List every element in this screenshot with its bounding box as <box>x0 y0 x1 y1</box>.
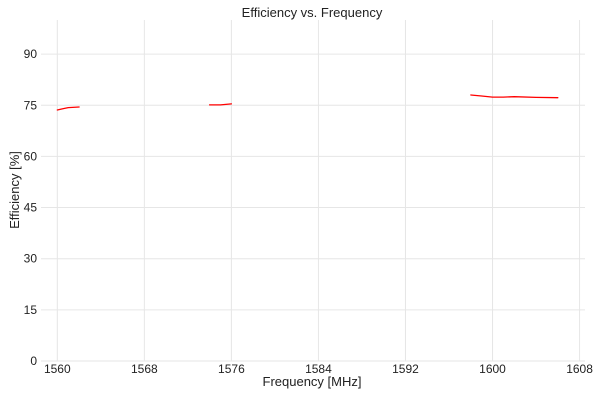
y-tick-label-3: 45 <box>24 201 38 215</box>
series-0-segment-1 <box>208 103 233 106</box>
y-tick-label-4: 60 <box>24 149 38 163</box>
x-tick-label-2: 1576 <box>218 362 245 376</box>
y-tick-label-5: 75 <box>24 98 38 112</box>
y-tick-label-1: 15 <box>24 303 38 317</box>
y-tick-label-0: 0 <box>30 354 37 368</box>
x-tick-label-1: 1568 <box>131 362 158 376</box>
series-0-segment-2 <box>470 94 559 99</box>
series-0-segment-0 <box>56 106 80 111</box>
x-axis-ticks: 1560 1568 1576 1584 1592 1600 1608 <box>44 362 593 376</box>
x-tick-label-0: 1560 <box>44 362 71 376</box>
grid <box>41 20 585 362</box>
y-tick-label-6: 90 <box>24 47 38 61</box>
x-tick-label-4: 1592 <box>392 362 419 376</box>
y-axis-ticks: 0 15 30 45 60 75 90 <box>24 47 38 368</box>
y-tick-label-2: 30 <box>24 252 38 266</box>
x-tick-label-3: 1584 <box>305 362 332 376</box>
x-tick-label-6: 1608 <box>566 362 593 376</box>
chart-title: Efficiency vs. Frequency <box>242 5 383 20</box>
series-group <box>56 94 559 111</box>
x-tick-label-5: 1600 <box>479 362 506 376</box>
x-axis-title: Frequency [MHz] <box>263 374 362 389</box>
y-axis-title: Efficiency [%] <box>7 151 22 229</box>
